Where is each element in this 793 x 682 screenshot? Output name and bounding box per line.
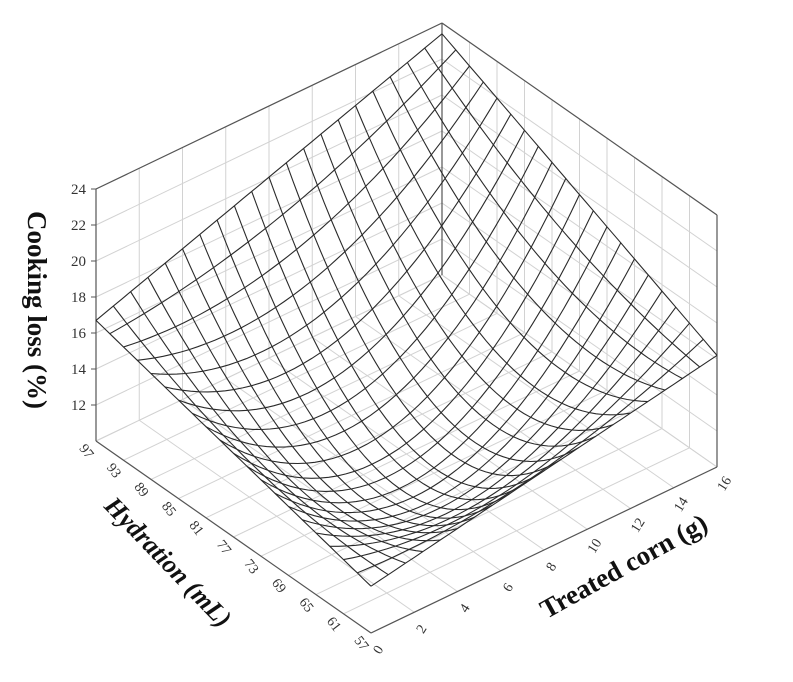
floor-grid-line [288,408,635,576]
surface-mesh-line [424,47,701,368]
surface-mesh-line [178,130,525,412]
x-tick-label: 6 [501,581,517,595]
surface-mesh-line [192,146,539,431]
surface-mesh-line [343,322,690,561]
z-tick-label: 22 [71,218,86,234]
wall-grid-line [95,238,443,406]
wall-grid-line [95,58,443,226]
surface-mesh-line [95,33,443,321]
wall-grid-line [441,58,718,252]
wall-grid-line [95,202,443,370]
wall-grid-line [441,94,718,288]
z-tick-label: 18 [71,290,86,306]
z-tick-label: 20 [71,254,86,270]
z-axis-label: Cooking loss (%) [22,211,52,409]
wall-grid-line [441,130,718,324]
x-tick-label: 14 [672,495,692,515]
x-tick-label: 2 [414,622,430,636]
y-tick-label: 81 [186,519,206,539]
surface-mesh-line [329,306,677,547]
x-axis-label: Treated corn (g) [535,508,713,625]
surface-mesh-line [274,242,622,514]
z-tick-label: 14 [71,362,87,378]
surface-mesh-line [357,338,704,574]
y-tick-label: 73 [241,557,261,577]
z-tick-label: 24 [71,182,87,198]
surface-mesh-line [233,194,580,479]
surface-mesh-line [315,290,663,537]
wall-grid-line [441,238,718,432]
y-tick-label: 57 [351,634,371,654]
surface-mesh-line [137,81,484,361]
floor-grid-line [178,332,525,500]
z-tick-label: 12 [71,398,86,414]
z-tick-label: 16 [71,326,87,342]
x-tick-label: 0 [371,643,387,657]
floor-grid-line [315,428,663,596]
x-tick-label: 4 [457,602,473,616]
response-surface [95,33,718,587]
surface-mesh-line [260,226,608,504]
surface-mesh-line [219,178,567,465]
wall-grid-line [441,274,718,468]
x-tick-label: 12 [628,516,648,536]
axis-frame-edge [95,22,443,190]
box-grid [95,22,718,634]
surface-mesh-line [164,113,512,393]
surface-mesh-line [205,162,553,448]
y-tick-label: 93 [103,461,123,481]
floor-grid-line [150,312,498,480]
y-tick-label: 65 [296,595,316,615]
floor-grid-line [123,293,470,461]
surface-mesh-line [247,210,594,492]
surface-mesh-line [150,97,498,375]
axis-frame-edge [95,440,372,634]
x-tick-label: 16 [715,474,735,494]
surface-mesh-line [109,49,457,335]
y-tick-label: 89 [131,480,151,500]
wall-grid-line [95,166,443,334]
axis-frame-edge [370,466,718,634]
wall-grid-line [95,274,443,442]
tick-labels: 1214161820222457616569737781858993970246… [71,182,735,657]
surface-mesh-line [288,258,635,522]
surface-mesh-line [370,354,718,587]
floor-grid-line [343,447,690,615]
y-tick-label: 61 [323,615,343,635]
surface-mesh-line [123,65,470,348]
surface-mesh-line [389,76,666,391]
y-tick-label: 77 [213,538,233,558]
x-tick-label: 10 [585,536,605,556]
wall-grid-line [441,166,718,360]
wall-grid-line [441,202,718,396]
x-tick-label: 8 [544,560,560,574]
surface-mesh-line [302,274,649,530]
y-tick-label: 69 [268,576,288,596]
axis-frame-edge [441,22,718,216]
wall-grid-line [95,130,443,298]
y-tick-label: 97 [76,442,96,462]
y-tick-label: 85 [158,499,178,519]
